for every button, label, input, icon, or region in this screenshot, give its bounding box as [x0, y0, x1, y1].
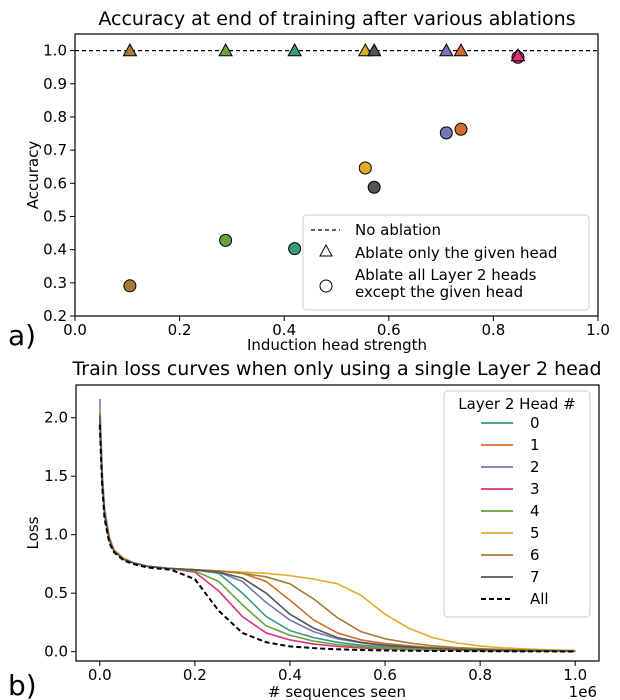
panel-a-x-tick-label: 0.4 — [272, 321, 296, 339]
panel-b-x-tick-label: 0.6 — [373, 666, 397, 684]
legend-label-ablate-all: Ablate all Layer 2 heads except the give… — [355, 266, 541, 301]
keep-only-head-1-point — [454, 122, 468, 136]
legend-triangle-icon — [319, 243, 333, 257]
legend-label-5: 5 — [530, 524, 540, 542]
legend-circle-icon — [319, 279, 333, 293]
panel-b-y-tick-label: 1.0 — [44, 526, 68, 544]
panel-b-legend-title: Layer 2 Head # — [458, 395, 575, 413]
panel-b-y-tick-label: 1.5 — [44, 467, 68, 485]
panel-a-y-tick-label: 1.0 — [43, 42, 67, 60]
loss-curve-5 — [98, 410, 576, 652]
panel-a-y-tick-label: 0.7 — [43, 141, 67, 159]
panel-a-y-tick-label: 0.6 — [43, 174, 67, 192]
panel-b-x-tick-label: 0.8 — [468, 666, 492, 684]
panel-a-title: Accuracy at end of training after variou… — [98, 8, 575, 30]
keep-only-head-4-point — [219, 233, 233, 247]
panel-b-x-tick-label: 0.2 — [183, 666, 207, 684]
panel-b-y-tick-label: 0.5 — [44, 584, 68, 602]
panel-b-label: b) — [8, 669, 37, 700]
ablate-only-head-6-point — [122, 43, 138, 57]
panel-a-x-tick-label: 0.8 — [481, 321, 505, 339]
keep-only-head-0-point — [288, 242, 302, 256]
keep-only-head-7-point — [367, 180, 381, 194]
panel-a-x-ticks: 0.0 0.2 0.4 0.6 0.8 1.0 — [63, 316, 610, 339]
panel-a-x-tick-label: 0.0 — [63, 321, 87, 339]
panel-a-plot-frame — [74, 33, 599, 317]
panel-b-legend-box — [443, 390, 591, 618]
legend-label-6: 6 — [530, 546, 540, 564]
panel-a-y-tick-label: 0.8 — [43, 108, 67, 126]
legend-label-3: 3 — [530, 480, 540, 498]
panel-a-y-tick-label: 0.9 — [43, 75, 67, 93]
ablate-only-head-3-point — [510, 48, 526, 62]
panel-a: Accuracy at end of training after variou… — [8, 8, 610, 354]
panel-b-y-tick-label: 0.0 — [44, 643, 68, 661]
panel-a-y-tick-label: 0.2 — [43, 307, 67, 325]
panel-b: Train loss curves when only using a sing… — [8, 358, 602, 700]
panel-a-y-tick-label: 0.4 — [43, 241, 67, 259]
ablate-only-head-7-point — [366, 43, 382, 57]
panel-a-legend-box — [302, 214, 590, 311]
panel-b-x-tick-label: 1.0 — [563, 666, 587, 684]
panel-a-markers — [122, 43, 526, 293]
panel-b-x-ticks: 0.0 0.2 0.4 0.6 0.8 1.0 — [88, 661, 587, 684]
panel-a-label: a) — [8, 319, 36, 352]
panel-a-y-tick-label: 0.3 — [43, 274, 67, 292]
keep-only-head-2-point — [439, 126, 453, 140]
legend-label-all: All — [530, 590, 549, 608]
panel-b-title: Train loss curves when only using a sing… — [71, 358, 601, 380]
panel-b-series-lines — [98, 399, 576, 653]
ablate-only-head-0-point — [287, 43, 303, 57]
legend-label-no-ablation: No ablation — [355, 221, 441, 239]
panel-a-legend: No ablation Ablate only the given head A… — [302, 214, 590, 311]
panel-b-plot-frame — [75, 384, 600, 662]
ablate-only-head-1-point — [453, 43, 469, 57]
panel-b-x-axis-label: # sequences seen — [268, 683, 406, 700]
legend-label-ablate-only: Ablate only the given head — [355, 244, 557, 262]
panel-a-y-axis-label: Accuracy — [24, 141, 42, 210]
panel-a-x-tick-label: 0.6 — [377, 321, 401, 339]
panel-a-x-tick-label: 1.0 — [586, 321, 610, 339]
panel-b-y-ticks: 0.0 0.5 1.0 1.5 2.0 — [44, 409, 76, 661]
ablate-only-head-2-point — [438, 43, 454, 57]
legend-label-1: 1 — [530, 436, 540, 454]
panel-b-legend-items: 0 1 2 3 4 5 6 7 All — [481, 414, 549, 608]
legend-label-7: 7 — [530, 568, 540, 586]
panel-a-y-ticks: 0.2 0.3 0.4 0.5 0.6 0.7 0.8 0.9 1.0 — [43, 42, 75, 325]
panel-b-x-tick-label: 0.0 — [88, 666, 112, 684]
keep-only-head-6-point — [123, 279, 137, 293]
ablate-only-head-5-point — [357, 43, 373, 57]
legend-label-2: 2 — [530, 458, 540, 476]
legend-label-0: 0 — [530, 414, 540, 432]
panel-a-y-tick-label: 0.5 — [43, 207, 67, 225]
keep-only-head-5-point — [358, 161, 372, 175]
loss-curve-all — [98, 424, 576, 653]
panel-b-x-tick-label: 0.4 — [278, 666, 302, 684]
panel-a-x-tick-label: 0.2 — [168, 321, 192, 339]
panel-b-x-scale-label: 1e6 — [569, 683, 597, 700]
panel-b-legend: Layer 2 Head # 0 1 2 3 4 5 6 7 All — [443, 390, 591, 618]
panel-b-y-tick-label: 2.0 — [44, 409, 68, 427]
panel-a-x-axis-label: Induction head strength — [247, 336, 427, 354]
panel-b-y-axis-label: Loss — [24, 516, 42, 549]
legend-label-4: 4 — [530, 502, 540, 520]
ablate-only-head-4-point — [218, 43, 233, 57]
